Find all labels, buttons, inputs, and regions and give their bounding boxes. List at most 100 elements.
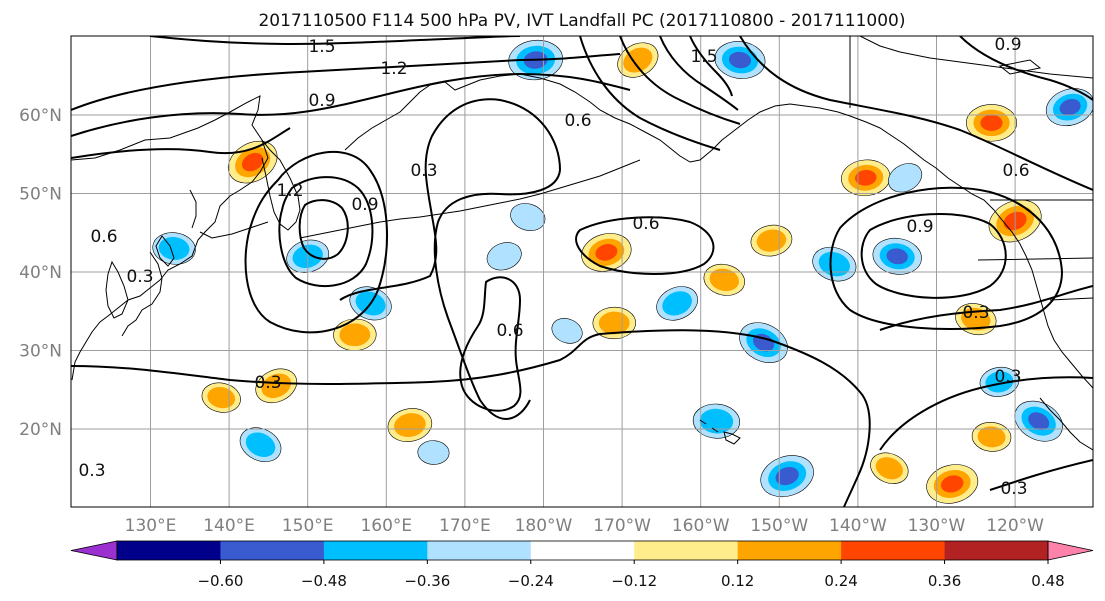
- longitude-tick-label: 180°W: [515, 516, 573, 536]
- pv-anomaly: [870, 452, 909, 484]
- colorbar-tick-label: 0.48: [1031, 572, 1064, 590]
- pv-anomaly-level: [875, 457, 903, 480]
- pv-anomaly-level: [775, 467, 799, 486]
- pv-anomaly: [656, 286, 698, 321]
- map-area: 1.5 1.2 0.9 0.6 0.3 1.2 0.9 0.6 0.3 0.6 …: [70, 35, 1094, 508]
- latitude-tick-labels: 20°N 30°N 40°N 50°N 60°N: [19, 106, 62, 440]
- pv-anomaly: [971, 422, 1012, 452]
- pv-anomaly-level: [886, 248, 908, 265]
- contour-0-6-central-pacific-loop: [575, 216, 715, 275]
- pv-anomaly-level: [662, 291, 692, 316]
- longitude-tick-label: 160°E: [360, 516, 412, 536]
- contour-label: 1.2: [380, 59, 407, 79]
- contour-label: 0.9: [351, 195, 378, 215]
- pv-anomaly: [888, 163, 923, 193]
- colorbar-tick-label: −0.24: [508, 572, 554, 590]
- pv-anomaly: [714, 41, 766, 79]
- contour-0-6-central-loop: [459, 276, 522, 412]
- pv-anomaly: [510, 203, 546, 231]
- contour-label: 0.6: [632, 214, 659, 234]
- pv-anomaly: [979, 366, 1020, 397]
- contour-pv-1-5-north: [149, 36, 521, 45]
- contour-pv-0-6-asia: [71, 127, 291, 159]
- contour-label: 0.9: [308, 91, 335, 111]
- colorbar-tick-label: 0.12: [721, 572, 754, 590]
- pv-anomaly: [387, 408, 433, 442]
- contour-label: 0.6: [90, 227, 117, 247]
- contour-0-6-north-central-trough: [579, 36, 721, 151]
- contour-pv-0-3-west: [71, 365, 431, 385]
- pv-anomaly: [841, 159, 891, 197]
- chart-title: 2017110500 F114 500 hPa PV, IVT Landfall…: [258, 11, 905, 31]
- pv-anomaly: [508, 39, 563, 81]
- colorbar-tick-label: 0.24: [824, 572, 857, 590]
- colorbar-segment: [427, 541, 532, 560]
- contour-0-3-southeast: [879, 376, 1093, 451]
- contour-0-6-east-pacific-outer: [829, 186, 1064, 330]
- colorbar-tick-label: 0.36: [928, 572, 961, 590]
- longitude-tick-label: 170°W: [593, 516, 651, 536]
- pv-anomaly-level: [961, 307, 991, 331]
- pv-anomaly-fill-layer: [152, 39, 1093, 504]
- pv-contour-lines: [71, 36, 1093, 507]
- pv-anomaly-level: [417, 440, 450, 465]
- pv-anomaly-level: [595, 244, 618, 261]
- pv-anomaly: [239, 427, 282, 463]
- contour-label-layer: 1.5 1.2 0.9 0.6 0.3 1.2 0.9 0.6 0.3 0.6 …: [78, 36, 1029, 499]
- contour-label: 0.3: [78, 461, 105, 481]
- contour-label: 0.9: [906, 217, 933, 237]
- longitude-tick-label: 150°E: [282, 516, 334, 536]
- contour-label: 1.2: [276, 181, 303, 201]
- pv-anomaly-level: [207, 386, 236, 409]
- contour-0-3-south-central: [429, 329, 871, 507]
- contour-0-9-north-central-east: [739, 36, 1093, 191]
- pv-anomaly-level: [394, 413, 426, 438]
- longitude-tick-label: 140°E: [203, 516, 255, 536]
- pv-anomaly-level: [728, 51, 752, 69]
- colorbar-segment: [323, 541, 428, 560]
- pv-anomaly-level: [753, 333, 775, 352]
- colorbar-segment: [634, 541, 738, 560]
- contour-0-6-northeast: [959, 36, 1093, 101]
- contour-0-3-southeast-corner: [989, 459, 1093, 491]
- contour-0-3-east-pacific: [879, 285, 1093, 331]
- latitude-tick-label: 50°N: [19, 185, 62, 205]
- contour-label: 1.5: [308, 37, 335, 57]
- contour-0-9-north-central-trough: [619, 36, 741, 125]
- colorbar-tick-label: −0.12: [611, 572, 657, 590]
- contour-label: 0.6: [496, 321, 523, 341]
- contour-0-9-east-pacific-low: [860, 212, 1007, 299]
- pv-anomaly-level: [245, 432, 276, 457]
- colorbar-tick-label: −0.36: [404, 572, 450, 590]
- colorbar-segment: [530, 541, 635, 560]
- coastline-asia: [71, 95, 269, 381]
- pv-anomaly-level: [486, 242, 522, 271]
- pv-anomaly-level: [551, 318, 583, 344]
- pv-anomaly: [1045, 88, 1093, 127]
- contour-1-5-north-central-trough: [689, 36, 733, 97]
- coastline-north-america-west: [993, 209, 1093, 389]
- longitude-tick-label: 160°W: [672, 516, 730, 536]
- coastline-korea: [105, 260, 129, 319]
- colorbar-segment: [117, 541, 221, 560]
- longitude-tick-label: 130°E: [125, 516, 177, 536]
- pv-anomaly: [255, 368, 298, 404]
- pv-anomaly: [812, 246, 857, 282]
- longitude-tick-label: 130°W: [908, 516, 966, 536]
- latitude-tick-label: 40°N: [19, 263, 62, 283]
- colorbar-tick-label: −0.60: [197, 572, 243, 590]
- coastline-alaska: [344, 73, 995, 211]
- latitude-tick-label: 30°N: [19, 342, 62, 362]
- pv-anomaly-level: [977, 426, 1006, 448]
- longitude-tick-labels: 130°E 140°E 150°E 160°E 170°E 180°W 170°W 160°W…: [125, 516, 1045, 536]
- contour-label: 0.3: [254, 373, 281, 393]
- contour-label: 1.5: [690, 47, 717, 67]
- coastline-arctic: [859, 36, 1093, 79]
- colorbar-segment: [220, 541, 325, 560]
- pv-anomaly: [872, 237, 922, 275]
- contour-pv-1-2-north: [71, 53, 621, 111]
- coastline-japan: [121, 235, 175, 337]
- pv-anomaly-level: [241, 152, 264, 172]
- pv-anomaly-level: [985, 371, 1014, 393]
- coastline-hawaii: [699, 419, 741, 445]
